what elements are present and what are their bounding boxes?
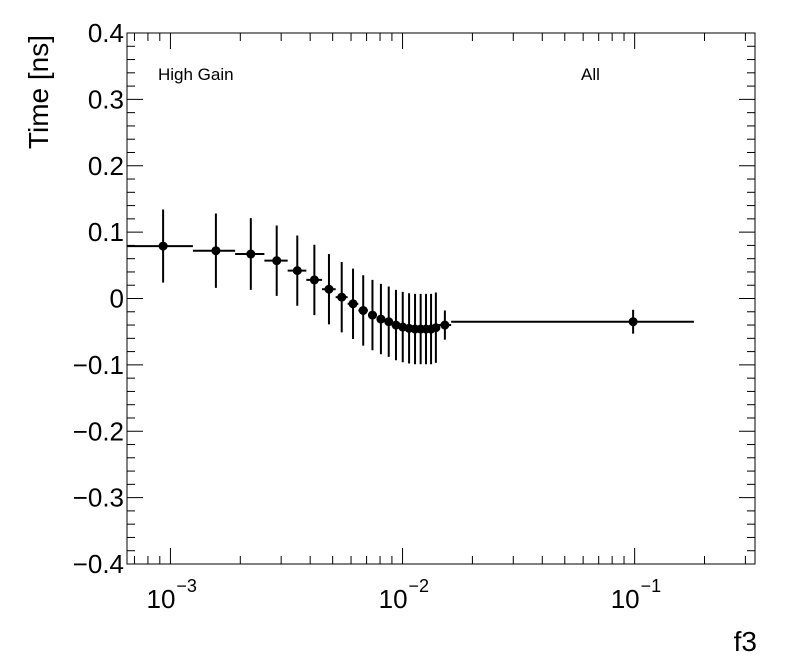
annotation-all: All <box>581 65 600 84</box>
x-tick-label: 10 <box>611 584 640 614</box>
y-tick-label: −0.4 <box>73 549 124 579</box>
y-tick-label: 0.1 <box>88 217 124 247</box>
data-point <box>628 317 638 327</box>
data-point <box>431 323 441 333</box>
x-tick-label-exponent: −1 <box>641 576 662 596</box>
error-bars <box>127 209 694 365</box>
annotation-high-gain: High Gain <box>158 65 234 84</box>
data-point <box>292 266 302 276</box>
y-tick-label: 0.3 <box>88 84 124 114</box>
data-point <box>324 284 334 294</box>
y-tick-label: −0.1 <box>73 350 124 380</box>
y-axis-label: Time [ns] <box>23 35 54 149</box>
y-tick-label: 0.2 <box>88 151 124 181</box>
data-point <box>211 246 221 256</box>
data-point <box>440 320 450 330</box>
data-point <box>348 299 358 309</box>
x-tick-label-exponent: −2 <box>409 576 430 596</box>
data-point <box>246 249 256 259</box>
y-tick-label: 0.4 <box>88 18 124 48</box>
y-tick-label: 0 <box>110 284 124 314</box>
x-tick-label-exponent: −3 <box>176 576 197 596</box>
data-point <box>272 256 282 266</box>
y-tick-labels: 0.4 0.3 0.2 0.1 0 −0.1 −0.2 −0.3 −0.4 <box>73 18 124 579</box>
data-point <box>376 314 386 324</box>
data-point <box>309 275 319 285</box>
x-tick-labels: 10 −3 10 −2 10 −1 <box>147 576 662 614</box>
data-points <box>158 241 638 334</box>
data-point <box>158 241 168 251</box>
data-point <box>337 292 347 302</box>
plot-frame <box>126 32 756 565</box>
x-tick-label: 10 <box>379 584 408 614</box>
x-axis-label: f3 <box>734 626 757 657</box>
x-tick-label: 10 <box>147 584 176 614</box>
y-tick-label: −0.3 <box>73 483 124 513</box>
data-point <box>367 310 377 320</box>
data-point <box>358 305 368 315</box>
y-tick-label: −0.2 <box>73 416 124 446</box>
data-point <box>384 317 394 327</box>
axis-ticks <box>127 32 755 565</box>
data-point <box>391 320 401 330</box>
